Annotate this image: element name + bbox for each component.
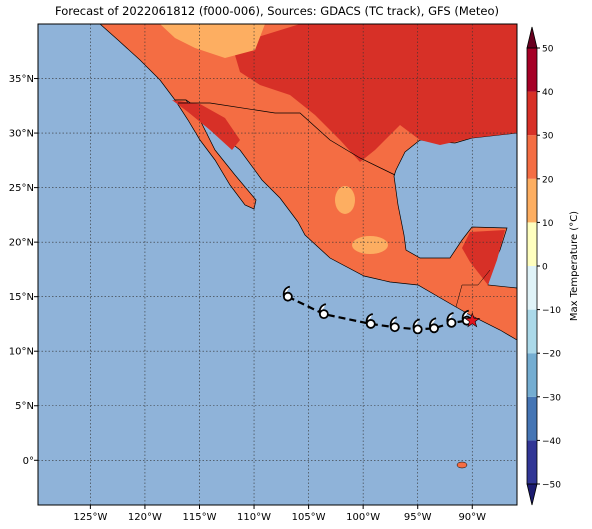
colorbar-tick-label: 10 (542, 219, 554, 229)
title: Forecast of 2022061812 (f000-006), Sourc… (55, 4, 499, 18)
border (178, 102, 396, 176)
colorbar-tick-label: −50 (542, 481, 561, 491)
colorbar-band (527, 266, 537, 310)
y-tick-label: 25°N (9, 183, 34, 194)
cyclone-symbol (446, 311, 457, 328)
x-tick-label: 120°W (128, 512, 162, 523)
cyclone-symbol (365, 313, 376, 329)
colorbar-tick-label: 30 (542, 132, 554, 142)
colorbar-extend-low (526, 483, 538, 506)
current-position (464, 312, 481, 328)
colorbar-band (527, 440, 537, 484)
map-frame (37, 23, 518, 506)
x-tick-label: 110°W (237, 512, 271, 523)
colorbar-tick-label: −30 (542, 393, 561, 403)
border (455, 269, 491, 308)
hot-region (172, 100, 240, 150)
warm-region (335, 186, 355, 214)
y-tick-label: 15°N (9, 292, 34, 303)
colorbar-band (527, 396, 537, 441)
colorbar-band (527, 178, 537, 223)
warm-region (352, 236, 388, 254)
colorbar-extend-high (526, 26, 538, 49)
colorbar-tick-label: −20 (542, 350, 561, 360)
hot-region (232, 24, 517, 162)
colorbar-tick-label: −40 (542, 437, 561, 447)
x-tick-label: 115°W (182, 512, 216, 523)
colorbar-band (527, 353, 537, 397)
y-tick-label: 20°N (9, 238, 34, 249)
cyclone-symbol (428, 317, 439, 334)
cyclone-symbol (318, 303, 329, 320)
colorbar-band (527, 135, 537, 179)
colorbar: −50 −40 −30 −20 −10 0 10 20 30 40 50 (526, 26, 561, 506)
y-tick-label: 10°N (9, 347, 34, 358)
colorbar-label: Max Temperature (°C) (569, 211, 580, 321)
colorbar-tick-label: −10 (542, 306, 561, 316)
axes: 125°W 120°W 115°W 110°W 105°W 100°W 95°W 90°W 0°… (9, 74, 486, 523)
x-tick-label: 95°W (404, 512, 432, 523)
y-tick-label: 0° (23, 456, 34, 467)
grid (38, 24, 517, 505)
y-tick-label: 35°N (9, 74, 34, 85)
track (282, 285, 481, 335)
island (456, 461, 468, 469)
cyclone-symbol (412, 318, 423, 335)
colorbar-tick-label: 50 (542, 45, 554, 55)
y-tick-label: 5°N (15, 401, 34, 412)
y-tick-label: 30°N (9, 129, 34, 140)
cyclone-symbol (389, 316, 400, 333)
colorbar-band (527, 48, 537, 92)
x-tick-label: 105°W (292, 512, 326, 523)
colorbar-band (527, 309, 537, 354)
colorbar-tick-label: 40 (542, 88, 554, 98)
colorbar-band (527, 91, 537, 136)
colorbar-tick-label: 0 (542, 263, 548, 273)
cyclone-symbol (282, 285, 293, 302)
colorbar-tick-label: 20 (542, 175, 554, 185)
x-tick-label: 125°W (73, 512, 107, 523)
x-tick-label: 100°W (346, 512, 380, 523)
colorbar-band (527, 222, 537, 266)
x-tick-label: 90°W (458, 512, 486, 523)
hot-region (462, 230, 505, 285)
warm-region (160, 24, 265, 58)
map-area (38, 24, 517, 505)
